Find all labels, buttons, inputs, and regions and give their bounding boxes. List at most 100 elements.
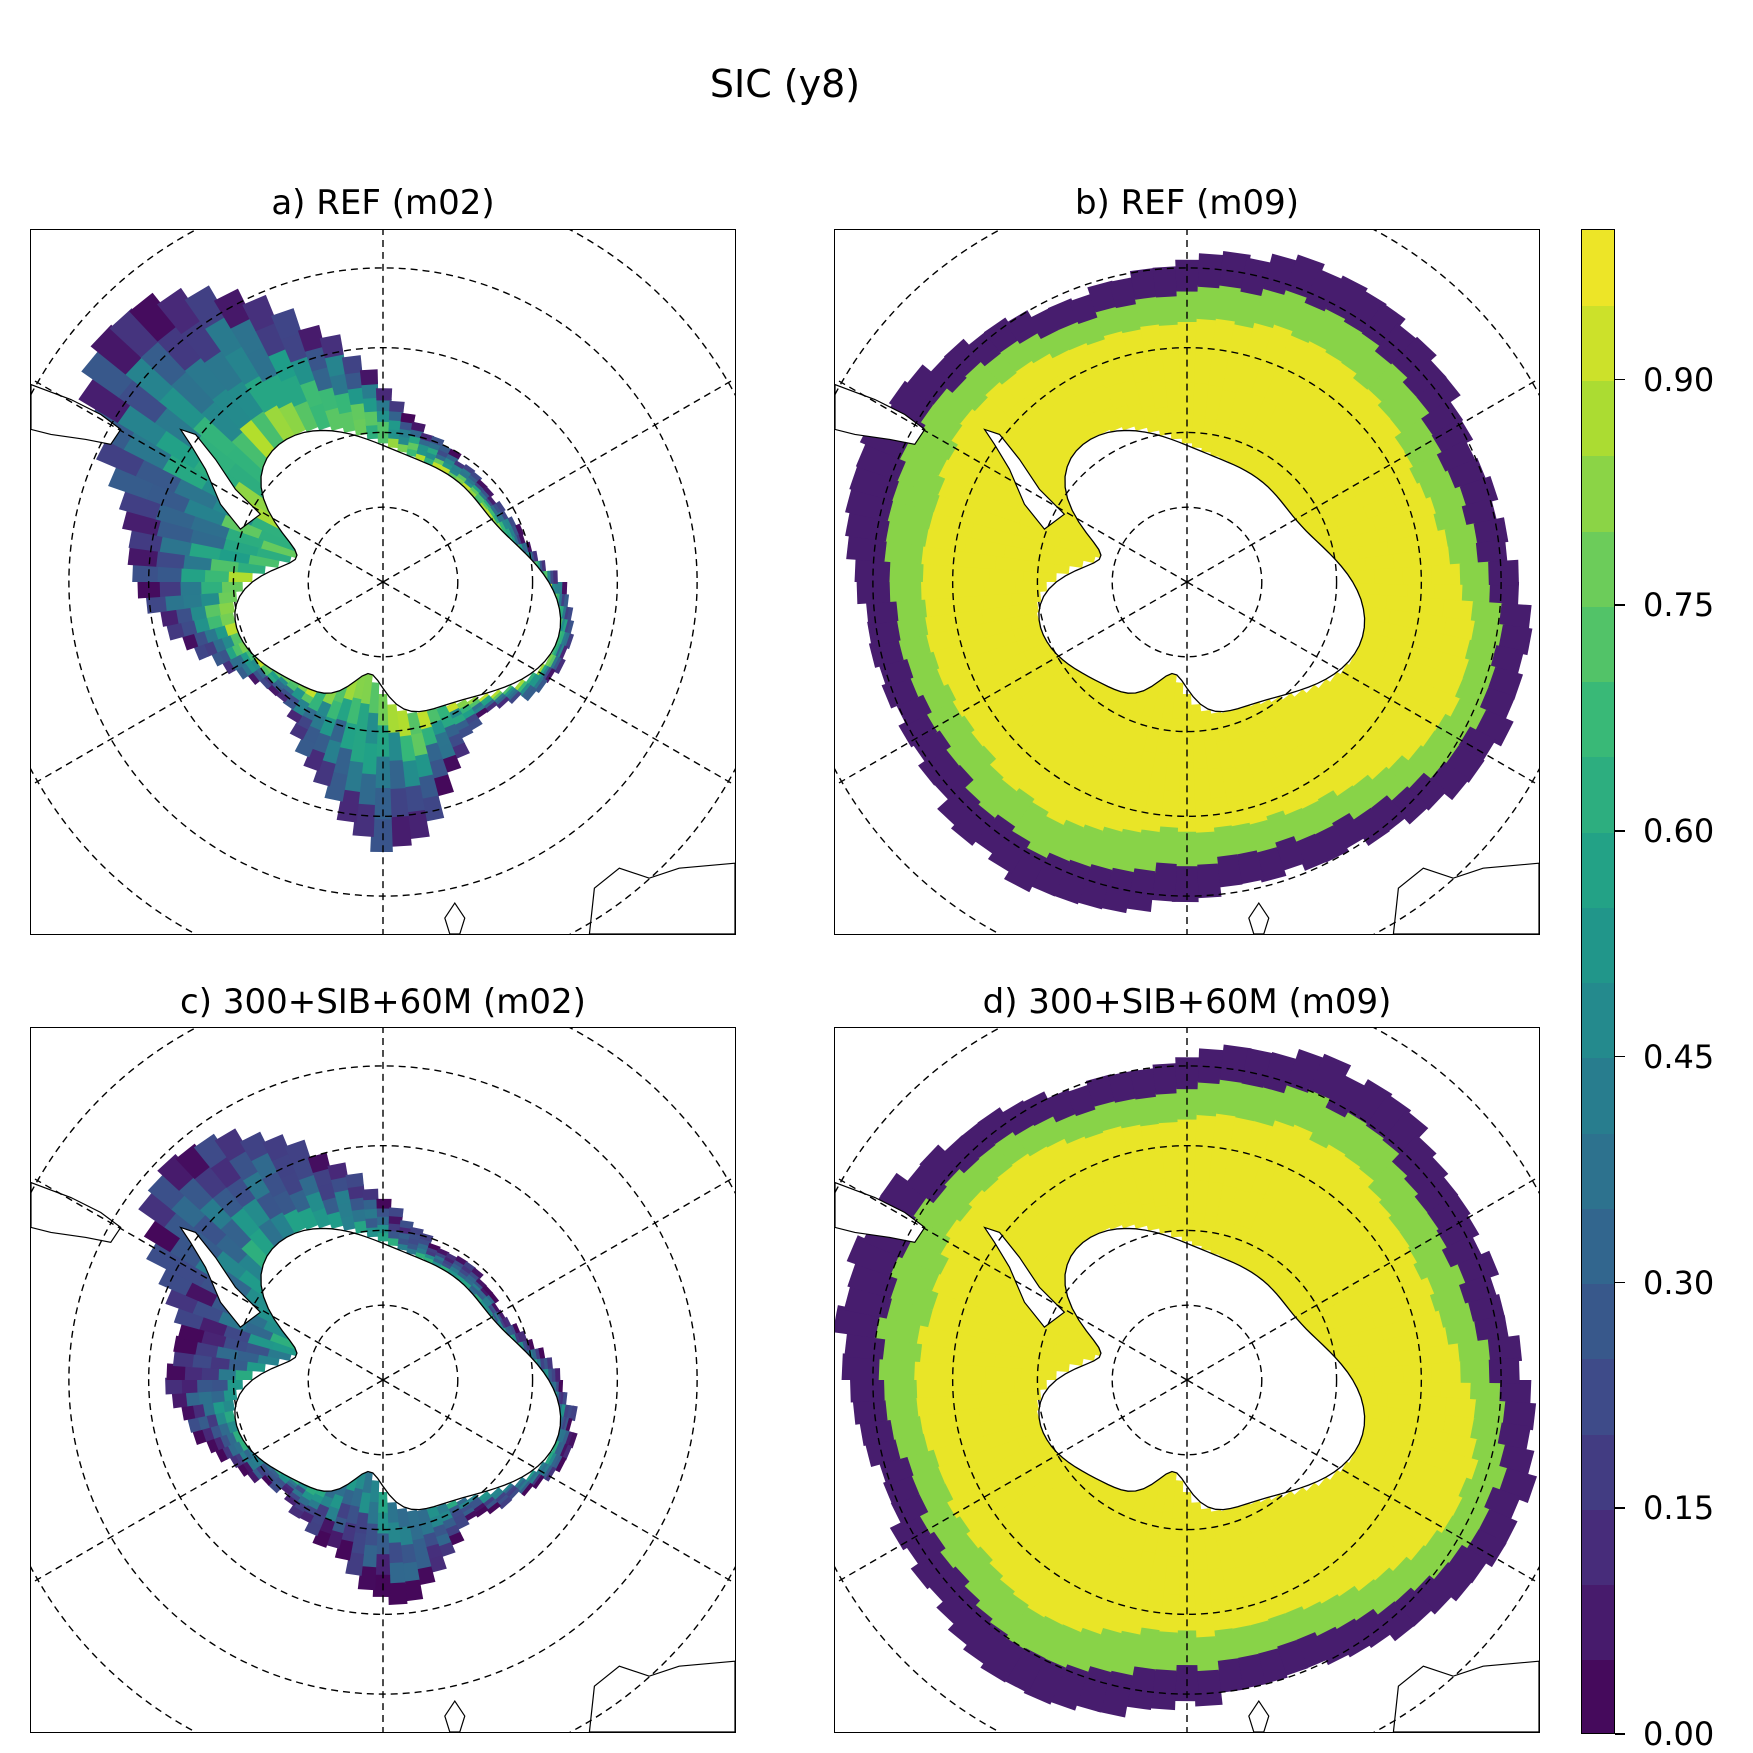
sea-ice-field	[78, 285, 575, 853]
sea-ice-cell	[994, 1448, 1029, 1475]
sea-ice-cell	[334, 390, 354, 415]
sea-ice-cell	[241, 1195, 272, 1228]
sea-ice-cell	[156, 323, 204, 371]
sea-ice-cell	[109, 308, 161, 358]
sea-ice-cell	[527, 1338, 536, 1352]
sea-ice-cell	[314, 700, 332, 719]
sea-ice-cell	[498, 1496, 513, 1510]
sea-ice-cell	[480, 488, 492, 500]
colorbar-bin	[1582, 982, 1614, 1059]
sea-ice-cell	[1317, 1477, 1352, 1508]
sea-ice-cell	[507, 1488, 521, 1501]
sea-ice-cell	[1014, 1319, 1062, 1345]
sea-ice-cell	[1177, 320, 1200, 353]
sea-ice-cell	[518, 533, 526, 546]
sea-ice-cell	[1077, 1554, 1111, 1598]
sea-ice-cell	[1178, 350, 1198, 383]
sea-ice-cell	[1251, 1239, 1284, 1278]
sea-ice-cell	[905, 1529, 946, 1567]
sea-ice-cell	[1130, 1067, 1160, 1100]
sea-ice-cell	[1376, 450, 1416, 484]
sea-ice-cell	[972, 1288, 1022, 1321]
sea-ice-cell	[549, 1454, 561, 1470]
sea-ice-cell	[919, 401, 965, 441]
sea-ice-cell	[453, 1258, 466, 1269]
sea-ice-cell	[1044, 1194, 1076, 1227]
sea-ice-cell	[1128, 352, 1153, 383]
sea-ice-cell	[1306, 518, 1341, 541]
sea-ice-cell	[1196, 1080, 1223, 1117]
sea-ice-cell	[1018, 433, 1053, 466]
sea-ice-cell	[963, 1513, 1003, 1550]
sea-ice-cell	[1367, 1160, 1411, 1202]
sea-ice-cell	[501, 519, 511, 531]
sea-ice-cell	[478, 490, 490, 502]
sea-ice-cell	[1229, 1625, 1259, 1661]
sea-ice-cell	[238, 417, 278, 459]
sea-ice-cell	[1351, 747, 1388, 783]
sea-ice-cell	[1229, 822, 1258, 857]
sea-ice-cell	[168, 1235, 206, 1268]
sea-ice-cell	[1320, 361, 1360, 403]
meridian-line	[382, 1379, 735, 1585]
sea-ice-cell	[419, 1232, 434, 1242]
sea-ice-cell	[1312, 1196, 1352, 1237]
sea-ice-cell	[1081, 720, 1114, 761]
sea-ice-cell	[544, 668, 556, 684]
sea-ice-cell	[217, 600, 235, 616]
sea-ice-cell	[1432, 1562, 1474, 1602]
sea-ice-cell	[1062, 751, 1097, 794]
sea-ice-cell	[363, 1197, 379, 1210]
south-america-coast	[31, 383, 122, 446]
map-panel-b	[834, 229, 1540, 935]
sea-ice-cell	[1469, 1380, 1502, 1405]
sea-ice-cell	[1406, 1459, 1442, 1489]
sea-ice-cell	[426, 1246, 440, 1255]
sea-ice-cell	[225, 443, 270, 484]
sea-ice-cell	[976, 1390, 1011, 1409]
sea-ice-cell	[444, 1255, 457, 1265]
colorbar-bin	[1582, 1434, 1614, 1510]
sea-ice-cell	[236, 639, 250, 655]
sea-ice-cell	[905, 1162, 949, 1204]
sea-ice-cell	[495, 500, 506, 513]
sea-ice-cell	[1051, 543, 1096, 563]
sea-ice-cell	[259, 538, 299, 559]
sea-ice-cell	[1057, 1187, 1088, 1219]
australia-coast	[588, 862, 735, 934]
sea-ice-cell	[939, 1255, 987, 1291]
sea-ice-cell	[1219, 1221, 1242, 1260]
sea-ice-cell	[1283, 1280, 1319, 1310]
sea-ice-cell	[1244, 436, 1273, 475]
sea-ice-cell	[1475, 539, 1508, 566]
sea-ice-cell	[124, 354, 176, 402]
sea-ice-cell	[1263, 1118, 1297, 1162]
sea-ice-cell	[1208, 1598, 1233, 1633]
sea-ice-cell	[1056, 1508, 1092, 1547]
sea-ice-cell	[1009, 590, 1042, 606]
sea-ice-cell	[1287, 744, 1319, 779]
sea-ice-cell	[351, 1207, 368, 1223]
sea-ice-cell	[1015, 521, 1062, 547]
sea-ice-cell	[532, 550, 539, 564]
colorbar-tick-label: 0.15	[1643, 1489, 1715, 1528]
sea-ice-cell	[1107, 1070, 1139, 1103]
meridian-line	[31, 377, 384, 583]
sea-ice-cell	[1415, 1501, 1454, 1537]
sea-ice-cell	[492, 692, 506, 705]
sea-ice-cell	[1368, 436, 1408, 470]
sea-ice-cell	[487, 506, 498, 518]
sea-ice-cell	[447, 1531, 465, 1547]
sea-ice-cell	[210, 1378, 228, 1392]
sea-ice-cell	[1319, 1594, 1356, 1632]
sea-ice-cell	[1049, 743, 1085, 784]
sea-ice-cell	[181, 592, 203, 610]
sea-ice-cell	[284, 1139, 311, 1164]
sea-ice-cell	[267, 669, 280, 682]
sea-ice-cell	[1408, 1229, 1450, 1265]
sea-ice-cell	[1161, 1149, 1182, 1181]
sea-ice-cell	[1127, 1148, 1152, 1180]
map-b-svg	[835, 230, 1539, 934]
sea-ice-cell	[329, 371, 351, 396]
sea-ice-cell	[1421, 399, 1464, 438]
